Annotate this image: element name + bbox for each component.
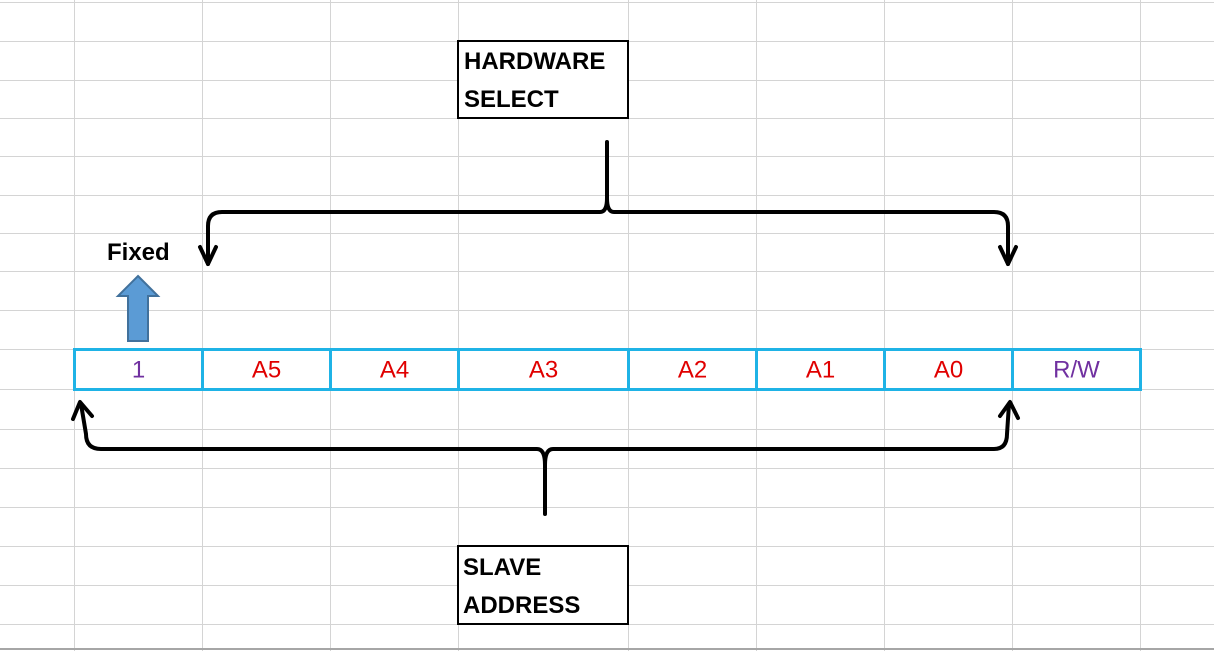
slave-address-line2: ADDRESS [463,592,580,619]
bit-cell: A0 [883,348,1014,391]
bit-label: A1 [806,356,835,383]
hardware-select-brace [198,140,1018,266]
hardware-select-line2: SELECT [464,86,559,113]
up-arrow-icon [115,274,161,342]
bit-cell: A4 [329,348,460,391]
bit-cell: 1 [73,348,204,391]
fixed-indicator: Fixed [107,239,170,342]
bit-cell: A2 [627,348,758,391]
bit-label: 1 [132,356,145,383]
bit-label: A0 [934,356,963,383]
slave-address-line1: SLAVE [463,554,541,581]
bit-label: A3 [529,356,558,383]
bit-cell: A5 [201,348,332,391]
bit-label: A2 [678,356,707,383]
bit-label: R/W [1053,356,1100,383]
bit-label: A4 [380,356,409,383]
bit-cell: A3 [457,348,630,391]
bit-cell: R/W [1011,348,1142,391]
bit-cell: A1 [755,348,886,391]
fixed-label: Fixed [107,239,170,266]
bit-label: A5 [252,356,281,383]
slave-address-brace [71,400,1020,516]
address-bit-row: 1 A5 A4 A3 A2 A1 A0 R/W [73,348,1142,391]
slave-address-box: SLAVE ADDRESS [457,545,629,625]
hardware-select-box: HARDWARE SELECT [457,40,629,119]
hardware-select-line1: HARDWARE [464,48,605,75]
